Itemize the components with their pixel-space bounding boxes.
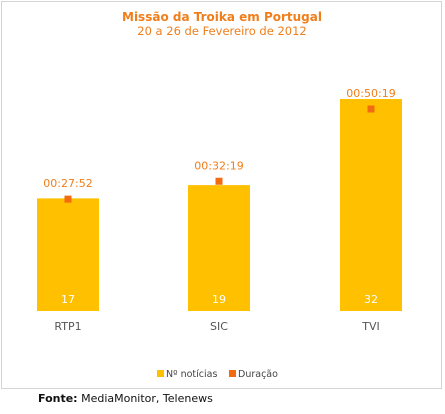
bar-tvi [340, 99, 402, 311]
source-text: MediaMonitor, Telenews [77, 392, 213, 405]
category-label-sic: SIC [210, 320, 228, 333]
bar-sic [188, 185, 250, 311]
bar-value-label-sic: 19 [212, 293, 226, 306]
chart-subtitle: 20 a 26 de Fevereiro de 2012 [137, 24, 306, 38]
duration-label-rtp1: 00:27:52 [43, 177, 92, 190]
chart-frame: Missão da Troika em Portugal 20 a 26 de … [1, 1, 442, 389]
source-label: Fonte: [38, 392, 78, 405]
chart-title: Missão da Troika em Portugal [122, 10, 322, 24]
duration-label-sic: 00:32:19 [194, 159, 243, 172]
bar-value-label-tvi: 32 [364, 293, 378, 306]
category-label-rtp1: RTP1 [54, 320, 81, 333]
bar-value-label-rtp1: 17 [61, 293, 75, 306]
duration-marker-sic [215, 177, 223, 185]
legend-swatch-duracao [229, 370, 236, 377]
category-label-tvi: TVI [361, 320, 380, 333]
duration-marker-tvi [367, 105, 375, 113]
duration-label-tvi: 00:50:19 [346, 87, 395, 100]
legend-swatch-noticias [157, 370, 164, 377]
legend: Nº notícias Duração [157, 369, 278, 380]
bars-layer: 17 00:27:52 RTP1 19 00:32:19 SIC 32 00:50:19 TVI [37, 87, 402, 333]
bar-rtp1 [37, 198, 99, 311]
duration-marker-rtp1 [64, 195, 72, 203]
source-note: Fonte: MediaMonitor, Telenews [38, 392, 213, 405]
legend-label-duracao: Duração [238, 369, 278, 380]
chart-plot: Missão da Troika em Portugal 20 a 26 de … [37, 10, 402, 380]
legend-label-noticias: Nº notícias [166, 369, 217, 380]
